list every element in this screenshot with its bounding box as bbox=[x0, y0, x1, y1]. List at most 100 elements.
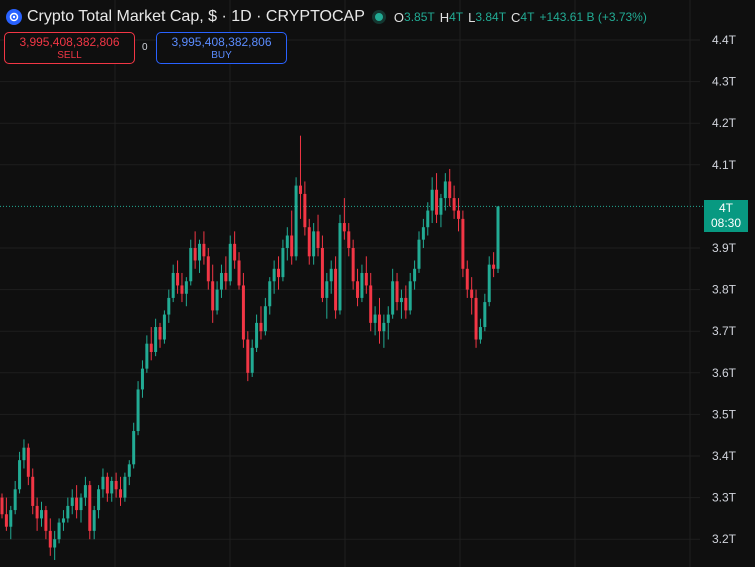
candle-body bbox=[382, 322, 386, 332]
close-value: 4T bbox=[520, 9, 535, 24]
candle-body bbox=[290, 235, 294, 257]
candle-body bbox=[421, 227, 425, 240]
candle-body bbox=[233, 243, 237, 261]
low-value: 3.84T bbox=[475, 9, 507, 24]
candle-body bbox=[334, 268, 338, 311]
candle-body bbox=[110, 480, 114, 494]
candle-body bbox=[154, 327, 158, 352]
y-tick-label: 3.3T bbox=[712, 491, 737, 505]
candle-body bbox=[316, 231, 320, 248]
candle-body bbox=[413, 268, 417, 282]
candle-body bbox=[430, 189, 434, 211]
candle-body bbox=[263, 306, 267, 332]
candle-body bbox=[496, 206, 500, 269]
candle-body bbox=[193, 248, 197, 261]
candle-body bbox=[26, 447, 30, 477]
candle-body bbox=[79, 497, 83, 511]
candle-body bbox=[123, 476, 127, 498]
candle-body bbox=[70, 497, 74, 506]
candle-body bbox=[237, 260, 241, 286]
candle-body bbox=[329, 268, 333, 282]
open-label: O bbox=[393, 9, 405, 25]
candle-body bbox=[435, 189, 439, 215]
candle-body bbox=[483, 302, 487, 328]
candle-body bbox=[228, 243, 232, 282]
candle-body bbox=[83, 485, 87, 498]
candle-body bbox=[48, 530, 52, 548]
buy-button[interactable]: 3,995,408,382,806 BUY bbox=[156, 32, 287, 64]
candle-body bbox=[136, 389, 140, 432]
candle-body bbox=[277, 268, 281, 278]
candle-body bbox=[452, 198, 456, 211]
candle-body bbox=[97, 489, 101, 511]
sell-button[interactable]: 3,995,408,382,806 SELL bbox=[4, 32, 135, 64]
y-tick-label: 4.3T bbox=[712, 75, 737, 89]
candle-body bbox=[35, 505, 39, 519]
spread-value: 0 bbox=[142, 42, 148, 53]
candle-body bbox=[92, 510, 96, 531]
candle-body bbox=[4, 514, 8, 527]
open-value: 3.85T bbox=[404, 9, 435, 24]
candle-body bbox=[492, 264, 496, 269]
candle-body bbox=[312, 231, 316, 257]
chart-header: Crypto Total Market Cap, $ · 1D · CRYPTO… bbox=[6, 7, 647, 27]
candle-body bbox=[184, 281, 188, 294]
candle-body bbox=[101, 476, 105, 490]
candle-body bbox=[307, 227, 311, 257]
candle-body bbox=[369, 285, 373, 323]
candle-body bbox=[40, 510, 44, 519]
candle-body bbox=[338, 223, 342, 311]
candle-body bbox=[57, 522, 61, 540]
candle-body bbox=[22, 447, 26, 461]
candle-body bbox=[140, 368, 144, 390]
candle-body bbox=[202, 243, 206, 257]
candle-body bbox=[241, 285, 245, 340]
candle-body bbox=[167, 297, 171, 315]
candle-body bbox=[105, 476, 109, 494]
candle-body bbox=[347, 231, 351, 248]
y-tick-label: 3.7T bbox=[712, 324, 737, 338]
candle-body bbox=[176, 272, 180, 286]
symbol-title[interactable]: Crypto Total Market Cap, $ · 1D · CRYPTO… bbox=[27, 8, 365, 25]
candle-body bbox=[470, 289, 474, 298]
candle-body bbox=[364, 272, 368, 286]
candle-body bbox=[31, 476, 35, 506]
y-tick-label: 3.6T bbox=[712, 366, 737, 380]
candle-body bbox=[465, 268, 469, 290]
candle-body bbox=[18, 460, 22, 490]
buy-label: BUY bbox=[211, 50, 232, 61]
candle-body bbox=[373, 314, 377, 323]
candle-body bbox=[325, 281, 329, 298]
y-tick-label: 3.5T bbox=[712, 407, 737, 421]
candle-body bbox=[461, 218, 465, 269]
candle-body bbox=[303, 193, 307, 228]
candle-body bbox=[298, 185, 302, 194]
last-price-value: 4T bbox=[718, 201, 733, 215]
candle-body bbox=[272, 268, 276, 282]
candle-body bbox=[219, 272, 223, 290]
change-value: +143.61 B (+3.73%) bbox=[539, 9, 647, 24]
candle-body bbox=[53, 539, 57, 548]
candle-body bbox=[255, 322, 259, 348]
candle-body bbox=[127, 464, 131, 477]
candle-body bbox=[417, 239, 421, 269]
buy-price: 3,995,408,382,806 bbox=[171, 35, 272, 49]
candle-body bbox=[246, 339, 250, 373]
y-tick-label: 4.1T bbox=[712, 158, 737, 172]
candle-body bbox=[9, 510, 13, 527]
candle-body bbox=[198, 243, 202, 261]
candle-body bbox=[215, 289, 219, 311]
y-tick-label: 4.4T bbox=[712, 33, 737, 47]
price-axis[interactable]: 4.4T 4.3T 4.2T 4.1T 3.9T 3.8T 3.7T 3.6T 3.5T 3.4T… bbox=[712, 33, 737, 546]
candle-body bbox=[474, 297, 478, 340]
candle-body bbox=[351, 248, 355, 282]
grid-lines bbox=[0, 0, 700, 567]
close-label: C bbox=[511, 9, 521, 25]
candle-body bbox=[259, 322, 263, 332]
candle-body bbox=[426, 210, 430, 228]
y-tick-label: 3.9T bbox=[712, 241, 737, 255]
market-status-icon[interactable] bbox=[374, 13, 383, 21]
candle-body bbox=[162, 314, 166, 340]
low-label: L bbox=[468, 9, 476, 25]
